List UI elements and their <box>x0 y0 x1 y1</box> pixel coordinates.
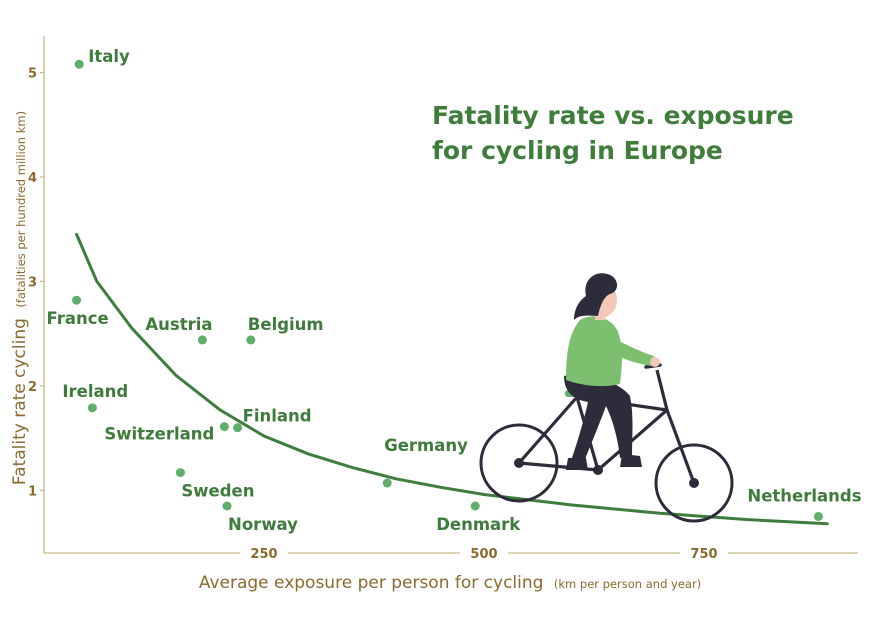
x-tick-gap <box>460 550 508 556</box>
data-points: Italy France Ireland Austria Belgium Switzerl… <box>47 47 862 534</box>
x-tick-label: 750 <box>690 547 717 562</box>
x-tick-gap <box>240 550 288 556</box>
rear-hub <box>514 458 524 468</box>
x-tick-gap <box>680 550 728 556</box>
y-tick-label: 3 <box>28 275 37 290</box>
y-axis-unit: (fatalities per hundred million km) <box>14 111 28 308</box>
point-belgium <box>246 335 256 345</box>
rider-hand <box>650 357 660 367</box>
rider-shoes <box>566 454 642 470</box>
point-france <box>72 295 82 305</box>
point-label-ireland: Ireland <box>62 382 128 401</box>
chart-title-line-1: Fatality rate vs. exposure <box>432 101 794 130</box>
y-ticks: 1 2 3 4 5 <box>28 67 44 499</box>
y-tick-label: 2 <box>28 380 37 395</box>
trend-line <box>75 232 829 526</box>
svg-text:Average exposure per person fo: Average exposure per person for cycling … <box>199 573 701 593</box>
point-denmark <box>470 501 480 511</box>
x-tick-label: 500 <box>470 547 497 562</box>
y-tick-label: 4 <box>28 171 37 186</box>
bike-fork <box>655 369 669 411</box>
front-hub <box>689 478 699 488</box>
bike-crank <box>593 465 603 475</box>
point-label-norway: Norway <box>228 515 298 534</box>
point-austria <box>197 335 207 345</box>
y-axis-title: Fatality rate cycling <box>10 318 30 485</box>
x-axis-title: Average exposure per person for cycling <box>199 573 544 593</box>
y-tick-label: 1 <box>28 484 37 499</box>
point-label-belgium: Belgium <box>248 315 324 334</box>
point-label-austria: Austria <box>145 315 212 334</box>
point-italy <box>74 59 84 69</box>
x-ticks: 250 500 750 <box>240 547 728 562</box>
y-tick-label: 5 <box>28 67 37 82</box>
x-tick-label: 250 <box>250 547 277 562</box>
point-norway <box>222 501 232 511</box>
rider-legs <box>564 374 633 462</box>
rider-hair <box>574 273 618 320</box>
point-germany <box>382 478 392 488</box>
point-finland <box>233 423 243 433</box>
point-switzerland <box>219 422 229 432</box>
point-label-sweden: Sweden <box>181 482 254 501</box>
point-label-france: France <box>47 309 109 328</box>
rider-arm <box>606 338 654 366</box>
point-netherlands <box>813 511 823 521</box>
point-label-denmark: Denmark <box>436 515 521 534</box>
x-axis-unit: (km per person and year) <box>554 577 701 591</box>
rider-torso <box>566 316 622 387</box>
point-sweden <box>175 468 185 478</box>
front-wheel <box>654 443 734 523</box>
chart-title-line-2: for cycling in Europe <box>432 136 723 165</box>
bike-frame <box>518 408 696 484</box>
point-label-switzerland: Switzerland <box>104 425 214 444</box>
point-label-netherlands: Netherlands <box>747 486 861 505</box>
chart-title: Fatality rate vs. exposure for cycling i… <box>432 101 794 165</box>
svg-text:Fatality rate cycling (f: Fatality rate cycling (fatalities per hu… <box>10 111 30 485</box>
rear-wheel <box>479 423 559 503</box>
point-label-finland: Finland <box>243 407 312 426</box>
point-label-germany: Germany <box>384 436 468 455</box>
point-label-italy: Italy <box>88 47 130 66</box>
point-ireland <box>87 403 97 413</box>
cyclist-illustration <box>479 273 734 523</box>
x-axis-label: Average exposure per person for cycling … <box>199 573 701 593</box>
y-axis-label: Fatality rate cycling (fatalities per hu… <box>10 111 30 485</box>
